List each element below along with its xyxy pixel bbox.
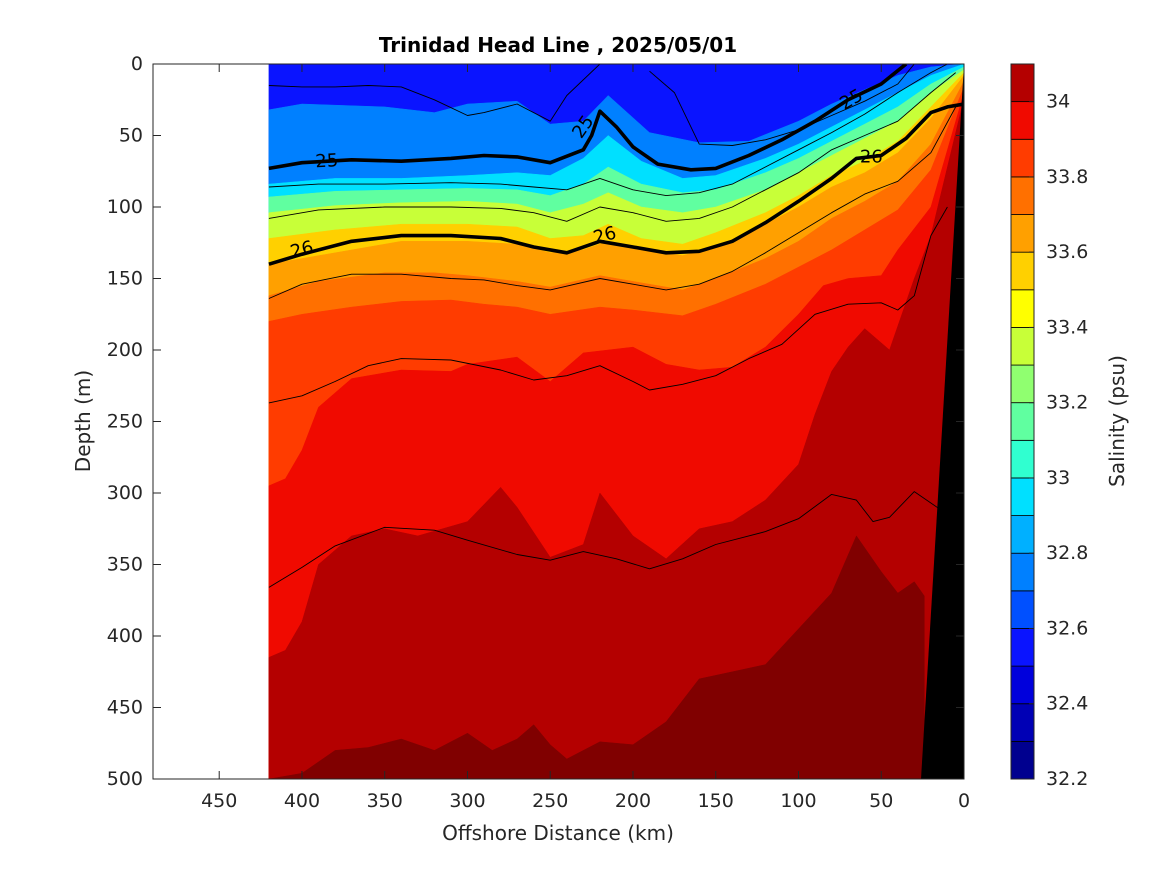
colorbar-swatch-12 bbox=[1010, 327, 1035, 366]
y-tick-label-150: 150 bbox=[107, 268, 143, 290]
density-contour-thin-7 bbox=[268, 106, 957, 299]
colorbar-tick-label-2: 32.4 bbox=[1046, 693, 1088, 715]
density-contour-thin-5 bbox=[268, 64, 948, 197]
density-contour-thin-9 bbox=[268, 491, 940, 588]
salinity-band-12 bbox=[268, 535, 925, 779]
colorbar-swatch-11 bbox=[1010, 364, 1035, 404]
colorbar-frame bbox=[1010, 63, 1035, 780]
colorbar-swatch-3 bbox=[1010, 665, 1035, 705]
colorbar-tick-label-10: 34 bbox=[1046, 91, 1070, 113]
colorbar-swatch-6 bbox=[1010, 552, 1035, 592]
x-axis-label: Offshore Distance (km) bbox=[442, 821, 674, 845]
colorbar-swatch-9 bbox=[1010, 439, 1035, 479]
colorbar-swatch-19 bbox=[1010, 63, 1035, 103]
salinity-band-11 bbox=[268, 98, 964, 779]
density-contours bbox=[268, 64, 964, 588]
colorbar-swatch-5 bbox=[1010, 590, 1035, 629]
density-contour-26 bbox=[268, 102, 964, 266]
y-axis: 0 50 100 150 200 250 300 350 400 450 500 bbox=[107, 53, 964, 790]
density-contour-thin-8 bbox=[268, 206, 948, 404]
colorbar-label: Salinity (psu) bbox=[1105, 355, 1129, 487]
colorbar-tick-label-8: 33.6 bbox=[1046, 241, 1088, 263]
colorbar-swatch-7 bbox=[1010, 515, 1035, 554]
density-contour-thin-3 bbox=[268, 64, 601, 122]
colorbar-swatch-15 bbox=[1010, 214, 1035, 253]
bathymetry-mask bbox=[921, 64, 964, 779]
colorbar-swatch-8 bbox=[1010, 477, 1035, 516]
colorbar-swatch-18 bbox=[1010, 101, 1035, 140]
colorbar-tick-label-6: 33.2 bbox=[1046, 392, 1088, 414]
x-tick-label-150: 150 bbox=[698, 790, 734, 812]
y-tick-label-250: 250 bbox=[107, 411, 143, 433]
salinity-field bbox=[268, 64, 964, 779]
colorbar-swatch-2 bbox=[1010, 703, 1035, 742]
colorbar-tick-label-5: 33 bbox=[1046, 467, 1070, 489]
y-axis-label: Depth (m) bbox=[71, 370, 95, 472]
x-axis: 450 400 350 300 250 200 150 100 50 0 bbox=[201, 64, 970, 812]
seafloor bbox=[921, 64, 964, 779]
x-tick-label-0: 0 bbox=[958, 790, 970, 812]
x-tick-label-450: 450 bbox=[201, 790, 237, 812]
colorbar-swatch-13 bbox=[1010, 289, 1035, 328]
x-tick-label-400: 400 bbox=[284, 790, 320, 812]
y-tick-label-100: 100 bbox=[107, 196, 143, 218]
y-tick-label-400: 400 bbox=[107, 625, 143, 647]
colorbar-swatch-17 bbox=[1010, 138, 1035, 178]
colorbar-swatch-10 bbox=[1010, 402, 1035, 441]
chart-title: Trinidad Head Line , 2025/05/01 bbox=[379, 33, 737, 57]
colorbar: 32.2 32.4 32.6 32.8 33 33.2 33.4 33.6 33.8 34 bbox=[1010, 63, 1088, 790]
y-tick-label-200: 200 bbox=[107, 339, 143, 361]
y-tick-label-0: 0 bbox=[131, 53, 143, 75]
y-tick-label-450: 450 bbox=[107, 697, 143, 719]
colorbar-tick-label-1: 32.2 bbox=[1046, 768, 1088, 790]
x-tick-label-200: 200 bbox=[615, 790, 651, 812]
colorbar-swatch-16 bbox=[1010, 176, 1035, 215]
density-contour-thin-6 bbox=[268, 72, 956, 222]
x-tick-label-350: 350 bbox=[367, 790, 403, 812]
y-tick-label-300: 300 bbox=[107, 482, 143, 504]
x-tick-label-250: 250 bbox=[532, 790, 568, 812]
x-tick-label-50: 50 bbox=[869, 790, 893, 812]
colorbar-tick-label-3: 32.6 bbox=[1046, 617, 1088, 639]
colorbar-swatch-1 bbox=[1010, 740, 1035, 780]
y-tick-label-50: 50 bbox=[119, 125, 143, 147]
colorbar-tick-label-4: 32.8 bbox=[1046, 542, 1088, 564]
density-contour-25 bbox=[268, 64, 908, 172]
colorbar-swatch-14 bbox=[1010, 251, 1035, 291]
colorbar-swatch-4 bbox=[1010, 628, 1035, 667]
contour-label-1: 25 bbox=[315, 150, 339, 172]
x-tick-label-100: 100 bbox=[780, 790, 816, 812]
y-tick-label-500: 500 bbox=[107, 768, 143, 790]
density-contour-thin-4 bbox=[649, 64, 915, 146]
x-tick-label-300: 300 bbox=[449, 790, 485, 812]
y-tick-label-350: 350 bbox=[107, 554, 143, 576]
contour-label-6: 26 bbox=[860, 146, 883, 167]
colorbar-tick-label-7: 33.4 bbox=[1046, 316, 1088, 338]
colorbar-tick-label-9: 33.8 bbox=[1046, 166, 1088, 188]
